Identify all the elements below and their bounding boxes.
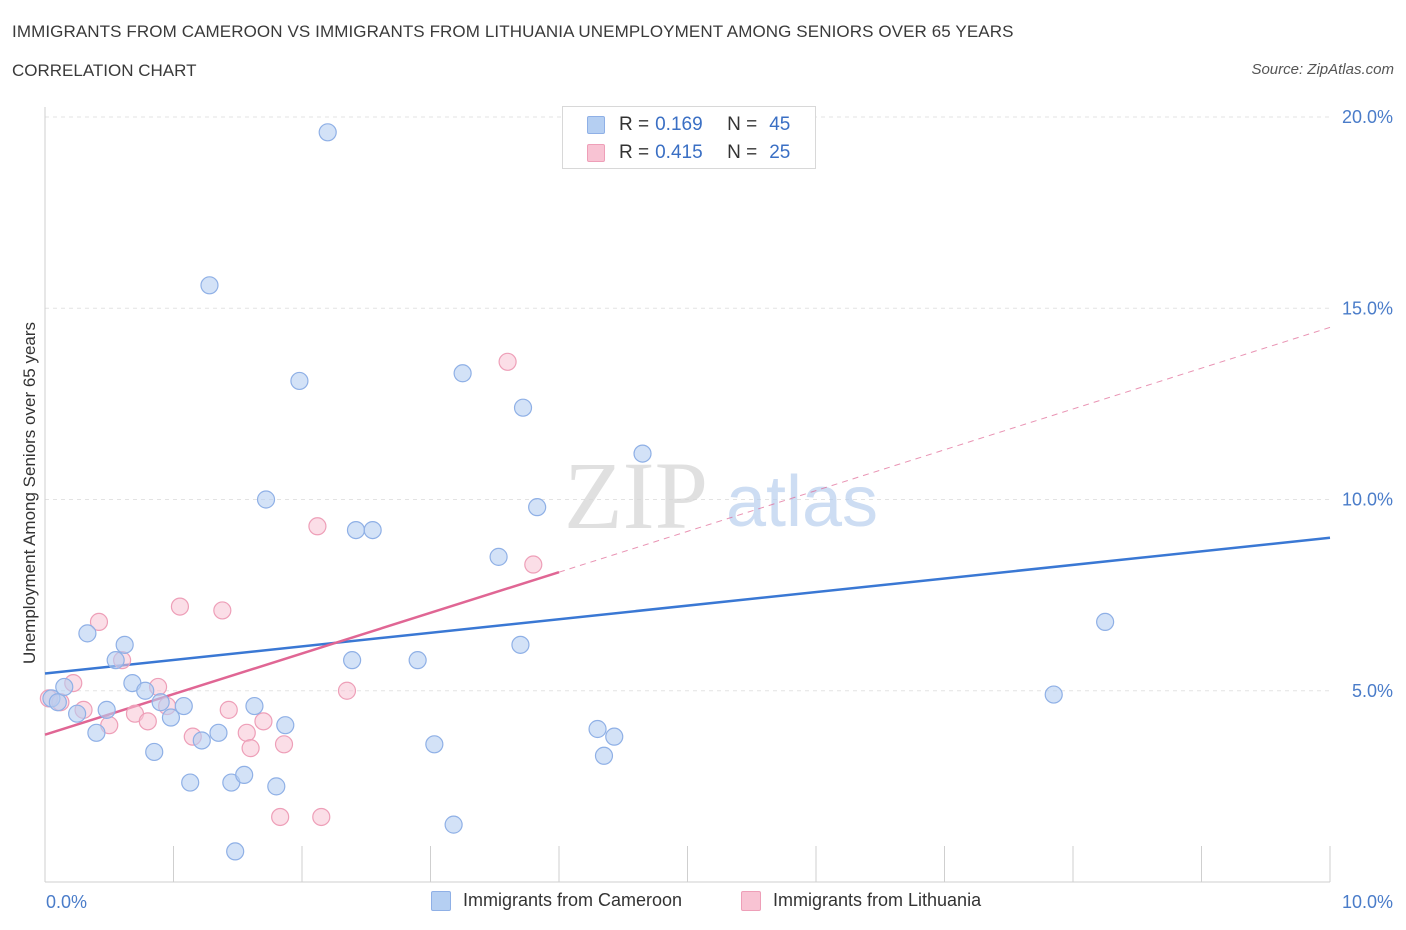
- cameroon-point: [489, 547, 508, 566]
- cameroon-point: [245, 696, 264, 716]
- lithuania-point: [524, 555, 543, 574]
- n-label: N =: [727, 114, 758, 135]
- y-tick-label: 20.0%: [1342, 107, 1393, 127]
- lithuania-point: [241, 739, 260, 758]
- n-value-lithuania: 25: [769, 142, 791, 163]
- legend-item-lithuania[interactable]: Immigrants from Lithuania: [741, 890, 981, 911]
- lithuania-point: [254, 712, 273, 731]
- lithuania-point: [271, 807, 290, 827]
- lithuania-legend-label: Immigrants from Lithuania: [773, 890, 982, 910]
- cameroon-point: [594, 746, 614, 765]
- cameroon-point: [181, 773, 200, 792]
- cameroon-point: [200, 276, 219, 295]
- cameroon-trend-line: [44, 536, 1331, 675]
- axes: [44, 107, 1331, 883]
- stats-legend-row-lithuania: R = 0.415 N = 25: [587, 141, 790, 165]
- cameroon-point: [511, 635, 530, 654]
- lithuania-point: [312, 807, 331, 827]
- cameroon-point: [453, 364, 472, 383]
- watermark-atlas: atlas: [726, 462, 878, 542]
- lithuania-point: [337, 681, 357, 700]
- cameroon-point: [1044, 685, 1063, 704]
- lithuania-trend-extension: [558, 326, 1331, 573]
- n-label: N =: [727, 142, 758, 163]
- r-value-cameroon: 0.169: [655, 114, 703, 135]
- y-tick-label: 5.0%: [1352, 681, 1393, 701]
- cameroon-point: [136, 681, 155, 700]
- cameroon-point: [267, 777, 286, 796]
- cameroon-point: [528, 498, 547, 517]
- data-points: [39, 123, 1115, 861]
- r-label: R =: [619, 114, 650, 135]
- cameroon-point: [161, 708, 181, 727]
- lithuania-point: [138, 712, 157, 731]
- cameroon-point: [256, 490, 276, 509]
- lithuania-point: [237, 723, 256, 742]
- cameroon-legend-label: Immigrants from Cameroon: [463, 890, 683, 910]
- cameroon-point: [106, 651, 125, 670]
- cameroon-point: [346, 520, 366, 540]
- cameroon-point: [192, 731, 211, 750]
- chart-subtitle: CORRELATION CHART: [12, 61, 197, 80]
- cameroon-point: [363, 520, 382, 540]
- cameroon-point: [513, 398, 533, 417]
- lithuania-swatch: [587, 144, 605, 162]
- cameroon-point: [588, 719, 607, 739]
- stats-legend-row-cameroon: R = 0.169 N = 45: [587, 113, 790, 137]
- cameroon-point: [408, 651, 427, 670]
- cameroon-point: [1096, 612, 1115, 632]
- cameroon-legend-swatch: [431, 890, 451, 911]
- cameroon-point: [290, 371, 309, 391]
- watermark: ZIP atlas: [564, 442, 878, 549]
- y-tick-label: 15.0%: [1342, 298, 1393, 318]
- lithuania-point: [219, 700, 238, 719]
- cameroon-point: [444, 815, 463, 834]
- cameroon-swatch: [587, 116, 605, 134]
- cameroon-point: [318, 123, 337, 142]
- cameroon-point: [48, 693, 67, 712]
- source-credit: Source: ZipAtlas.com: [1251, 61, 1394, 78]
- x-tick-label: 0.0%: [46, 892, 87, 912]
- cameroon-point: [226, 842, 245, 861]
- tick-labels: 5.0% 10.0% 15.0% 20.0% 0.0% 10.0%: [46, 107, 1393, 912]
- cameroon-point: [633, 444, 652, 463]
- lithuania-point: [213, 601, 232, 620]
- cameroon-point: [235, 765, 254, 785]
- cameroon-point: [55, 677, 74, 697]
- cameroon-point: [174, 696, 193, 716]
- chart-title: IMMIGRANTS FROM CAMEROON VS IMMIGRANTS F…: [12, 22, 1014, 41]
- r-label: R =: [619, 142, 650, 163]
- lithuania-point: [498, 352, 517, 371]
- lithuania-point: [274, 735, 294, 754]
- lithuania-point: [308, 517, 327, 536]
- r-value-lithuania: 0.415: [655, 142, 703, 163]
- cameroon-point: [425, 735, 444, 754]
- cameroon-point: [115, 635, 134, 654]
- legend-item-cameroon[interactable]: Immigrants from Cameroon: [431, 890, 682, 911]
- lithuania-point: [89, 612, 109, 632]
- stats-legend: R = 0.169 N = 45 R = 0.415 N = 25: [562, 106, 816, 169]
- cameroon-point: [209, 723, 228, 742]
- cameroon-point: [97, 700, 116, 719]
- cameroon-point: [343, 651, 362, 670]
- lithuania-point: [170, 597, 190, 616]
- cameroon-point: [78, 624, 97, 643]
- n-value-cameroon: 45: [769, 114, 791, 135]
- cameroon-point: [68, 704, 87, 723]
- cameroon-point: [605, 727, 624, 746]
- cameroon-point: [87, 723, 106, 742]
- cameroon-point: [151, 693, 170, 712]
- cameroon-point: [145, 742, 164, 762]
- y-tick-label: 10.0%: [1342, 490, 1393, 510]
- lithuania-legend-swatch: [741, 890, 761, 911]
- cameroon-point: [276, 716, 295, 735]
- x-tick-label: 10.0%: [1342, 892, 1393, 912]
- trend-lines: [44, 326, 1331, 736]
